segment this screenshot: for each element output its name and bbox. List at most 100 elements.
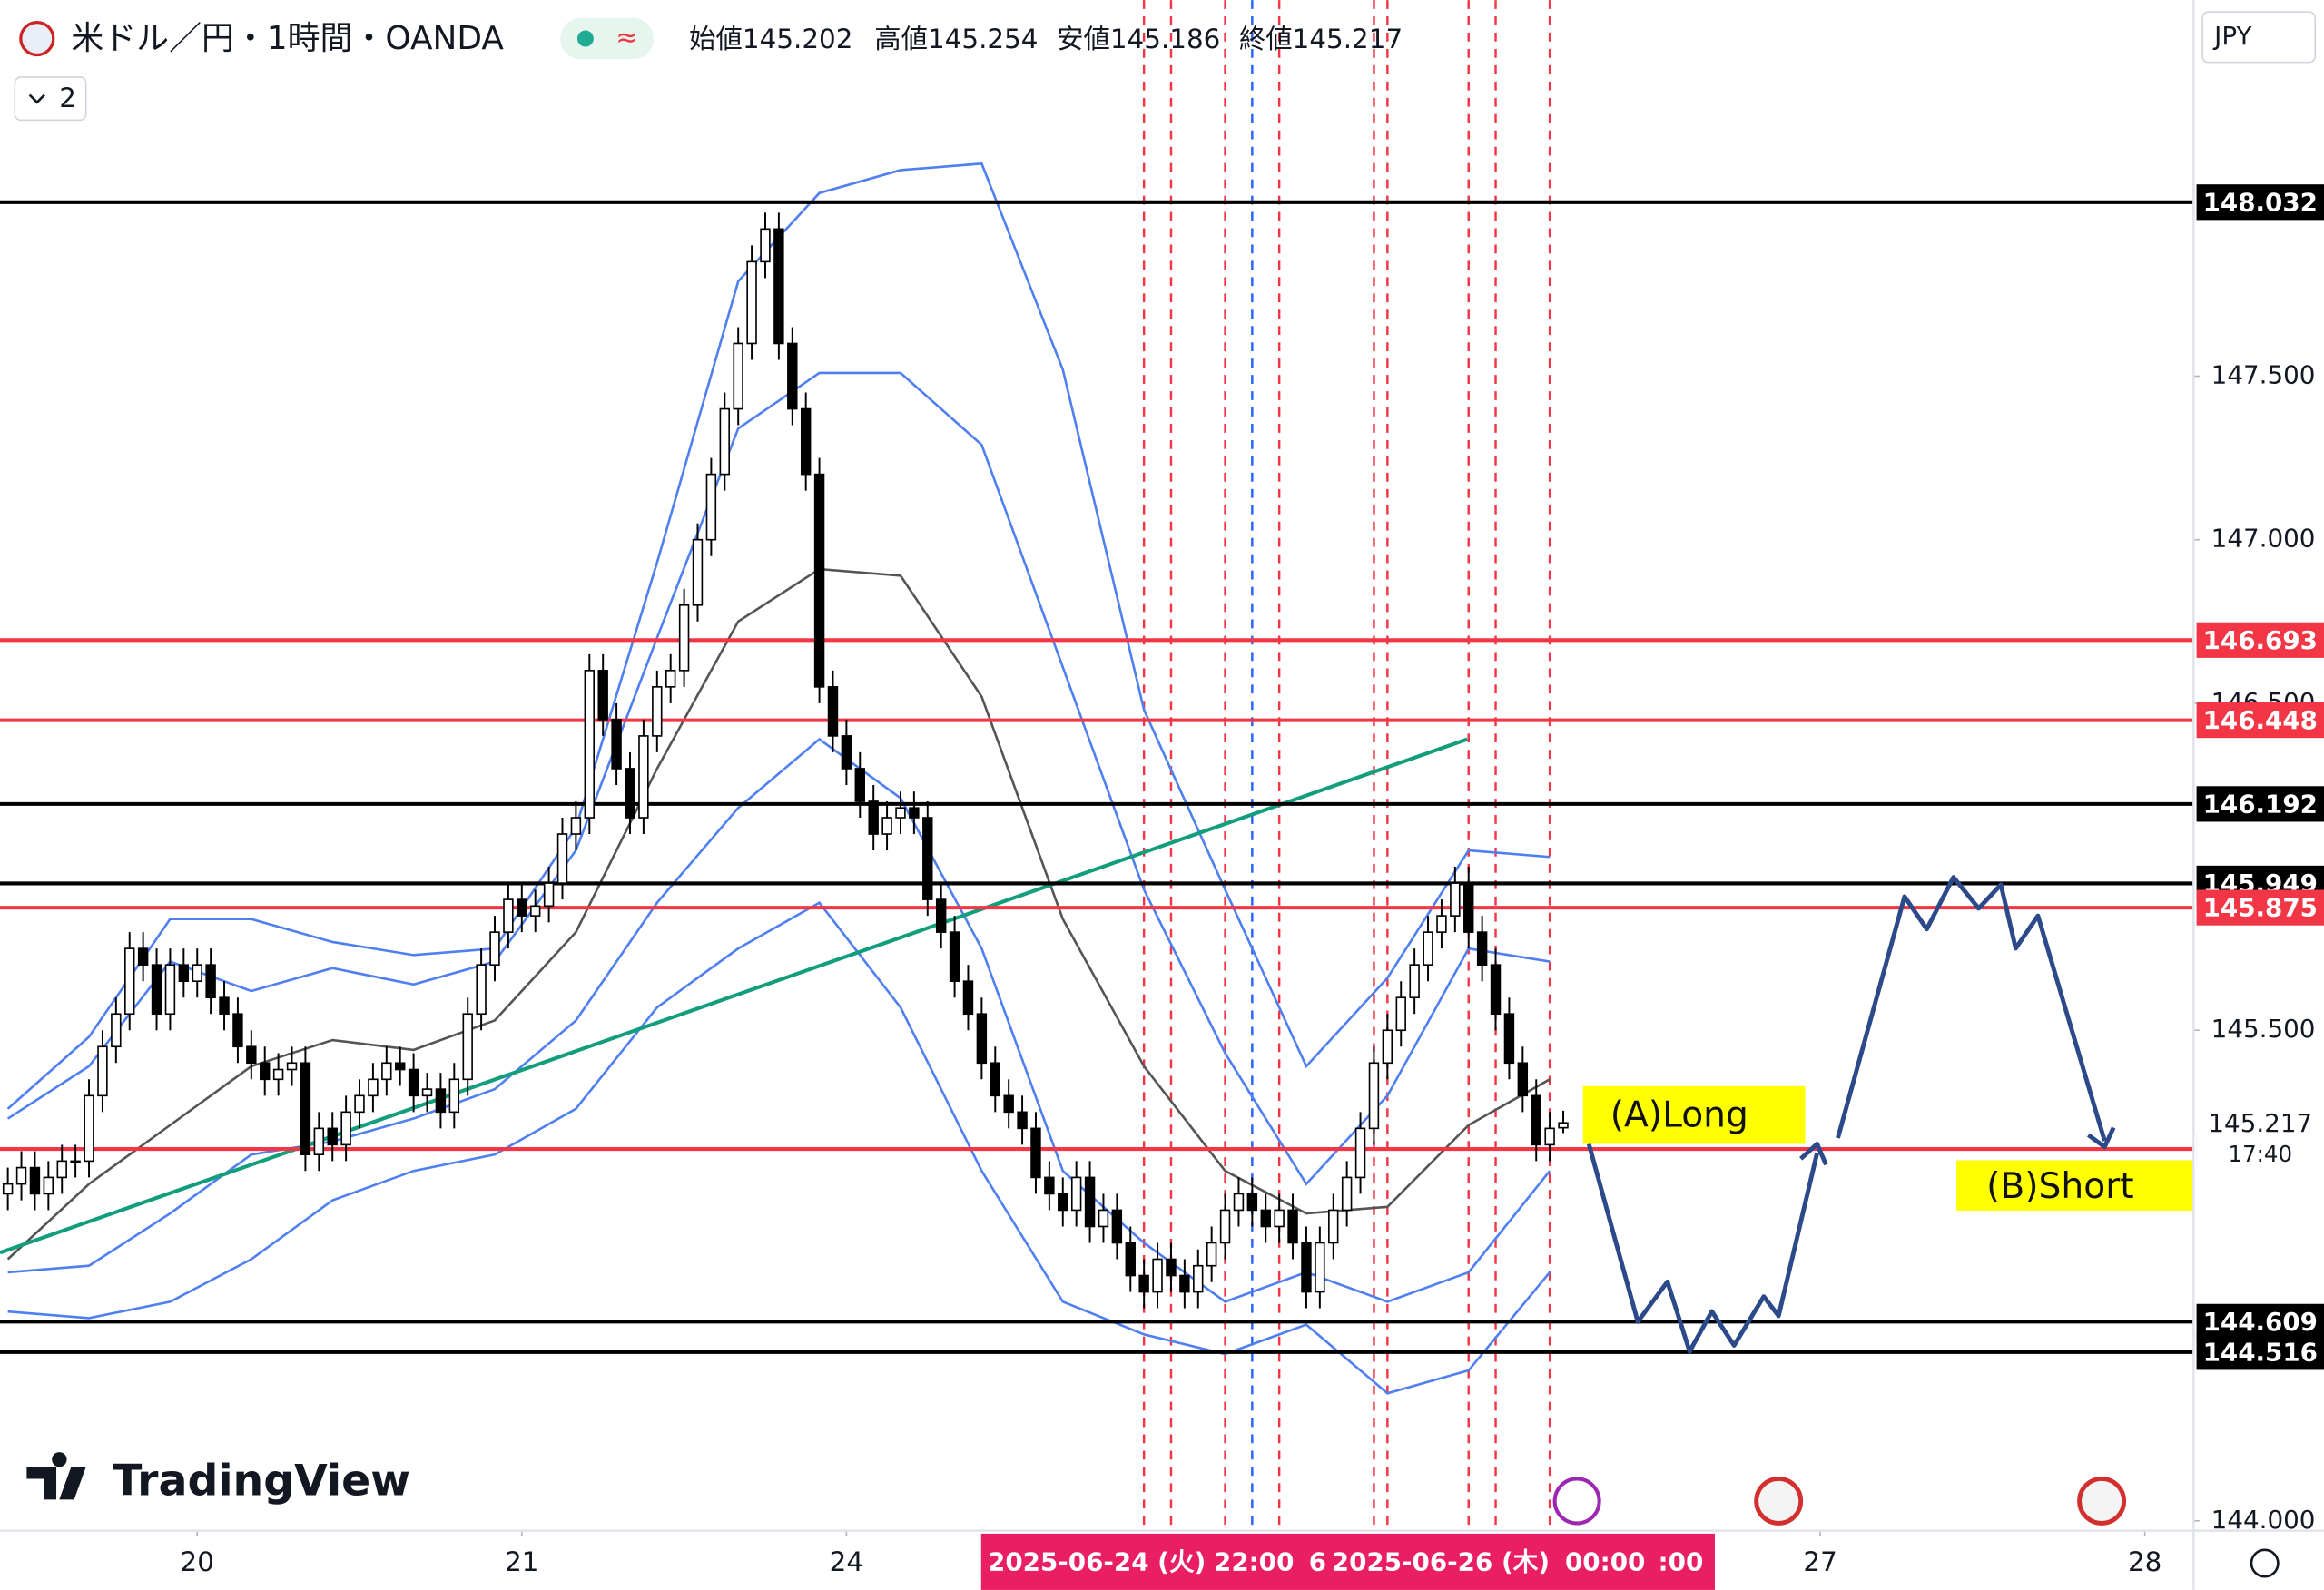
candle-body bbox=[909, 807, 920, 819]
trendline bbox=[0, 737, 1468, 1255]
indicator-line bbox=[6, 371, 1551, 1186]
candle-body bbox=[1274, 1209, 1285, 1228]
collapse-button[interactable] bbox=[14, 76, 87, 122]
x-tick-label: 24 bbox=[830, 1546, 863, 1577]
candle-body bbox=[56, 1160, 67, 1179]
x-tick-label: 27 bbox=[1803, 1546, 1837, 1577]
settings-icon[interactable] bbox=[2250, 1548, 2280, 1578]
projection-path bbox=[1586, 1143, 1820, 1354]
candle-body bbox=[895, 807, 906, 819]
symbol-title[interactable]: 米ドル／円・1時間・OANDA bbox=[71, 20, 504, 57]
arrow-head bbox=[2086, 1126, 2116, 1150]
quote-label: 始値 bbox=[689, 24, 743, 54]
x-tick-label: 21 bbox=[505, 1546, 538, 1577]
candle-body bbox=[476, 964, 487, 1016]
currency[interactable]: JPY bbox=[2212, 21, 2251, 51]
candle-body bbox=[1315, 1242, 1325, 1293]
price-level-tag bbox=[2196, 786, 2324, 822]
price-level-tag bbox=[2196, 889, 2324, 926]
event-icon[interactable] bbox=[1552, 1477, 1601, 1526]
candle-body bbox=[1125, 1242, 1136, 1277]
candle-body bbox=[949, 931, 960, 983]
candle-body bbox=[1058, 1192, 1068, 1212]
event-flag[interactable] bbox=[2077, 1477, 2127, 1526]
candle-body bbox=[625, 768, 635, 819]
indicator-line bbox=[7, 737, 1551, 1303]
currency-button[interactable] bbox=[2201, 11, 2317, 64]
crosshair-labels: 2025-06-24 (火) 22:00 6 2025-06-26 (木) 00:00:… bbox=[988, 1547, 1703, 1577]
candle-body bbox=[1341, 1176, 1353, 1212]
last-price-tag bbox=[2196, 1104, 2324, 1173]
candle-body bbox=[448, 1078, 460, 1114]
status-pill bbox=[560, 17, 654, 60]
candle-body bbox=[1517, 1062, 1529, 1097]
candle-body bbox=[1368, 1062, 1380, 1130]
event-flag[interactable] bbox=[1754, 1477, 1804, 1526]
candle-body bbox=[489, 931, 500, 966]
candle-body bbox=[1423, 931, 1433, 966]
crosshair-time: 2025-06-24 (火) bbox=[988, 1547, 1206, 1577]
candle-body bbox=[638, 735, 649, 819]
price-level-tag bbox=[2196, 622, 2324, 658]
candle-body bbox=[1450, 882, 1461, 917]
candle-body bbox=[1328, 1209, 1339, 1244]
candle-body bbox=[1111, 1209, 1123, 1244]
candle-body bbox=[408, 1068, 419, 1097]
candle-body bbox=[800, 407, 812, 476]
crosshair-time: 00:00 bbox=[1565, 1547, 1645, 1577]
candle-body bbox=[1138, 1274, 1149, 1293]
annotation-box bbox=[1956, 1160, 2194, 1211]
candle-body bbox=[97, 1045, 108, 1097]
candle-body bbox=[313, 1127, 325, 1156]
candle-body bbox=[1193, 1264, 1204, 1293]
quote-label: 高値 bbox=[874, 24, 928, 54]
candle-body bbox=[529, 905, 541, 917]
candle-body bbox=[151, 964, 162, 1016]
projection-path bbox=[1836, 875, 2107, 1142]
candle-body bbox=[556, 833, 568, 884]
price-level-label: 144.516 bbox=[2203, 1337, 2318, 1367]
candle-body bbox=[1395, 996, 1406, 1032]
over-layer: 148.032146.693146.448146.192145.949145.8… bbox=[2196, 184, 2324, 1370]
candle-body bbox=[124, 947, 135, 1016]
collapse-count[interactable]: 2 bbox=[59, 83, 76, 113]
candle-body bbox=[70, 1160, 81, 1163]
candle-body bbox=[178, 964, 190, 983]
y-tick-label: 147.000 bbox=[2211, 524, 2316, 554]
brand: TradingView bbox=[113, 1456, 410, 1506]
candle-body bbox=[1409, 964, 1420, 999]
countdown: 17:40 bbox=[2229, 1141, 2293, 1167]
candle-body bbox=[1206, 1242, 1217, 1267]
candle-body bbox=[2, 1183, 14, 1195]
candle-body bbox=[1030, 1127, 1041, 1179]
candle-body bbox=[192, 964, 202, 983]
candle-body bbox=[990, 1062, 1000, 1097]
crosshair-time: 2025-06-26 (木) bbox=[1332, 1547, 1550, 1577]
last-price-label: 145.217 bbox=[2208, 1108, 2312, 1138]
annotation-box bbox=[1582, 1085, 1806, 1144]
candle-body bbox=[29, 1166, 41, 1195]
candle-body bbox=[1436, 915, 1447, 933]
candle-body bbox=[922, 817, 933, 900]
price-level-label: 146.448 bbox=[2203, 705, 2318, 735]
candle-body bbox=[813, 473, 825, 688]
candle-body bbox=[1219, 1209, 1231, 1244]
candle-body bbox=[340, 1111, 351, 1146]
candle-body bbox=[678, 604, 690, 672]
candle-body bbox=[1382, 1029, 1393, 1065]
candle-body bbox=[746, 260, 757, 345]
candle-body bbox=[1558, 1122, 1569, 1129]
candle-body bbox=[246, 1045, 257, 1065]
candle-body bbox=[787, 342, 798, 410]
candle-body bbox=[394, 1062, 406, 1071]
candle-body bbox=[503, 898, 514, 933]
candle-body bbox=[435, 1088, 447, 1114]
candle-body bbox=[733, 342, 743, 410]
candle-body bbox=[1503, 1013, 1515, 1065]
candle-body bbox=[381, 1062, 392, 1081]
candle-body bbox=[1246, 1192, 1258, 1212]
candle-body bbox=[286, 1062, 298, 1071]
symbol-icon bbox=[19, 20, 55, 57]
